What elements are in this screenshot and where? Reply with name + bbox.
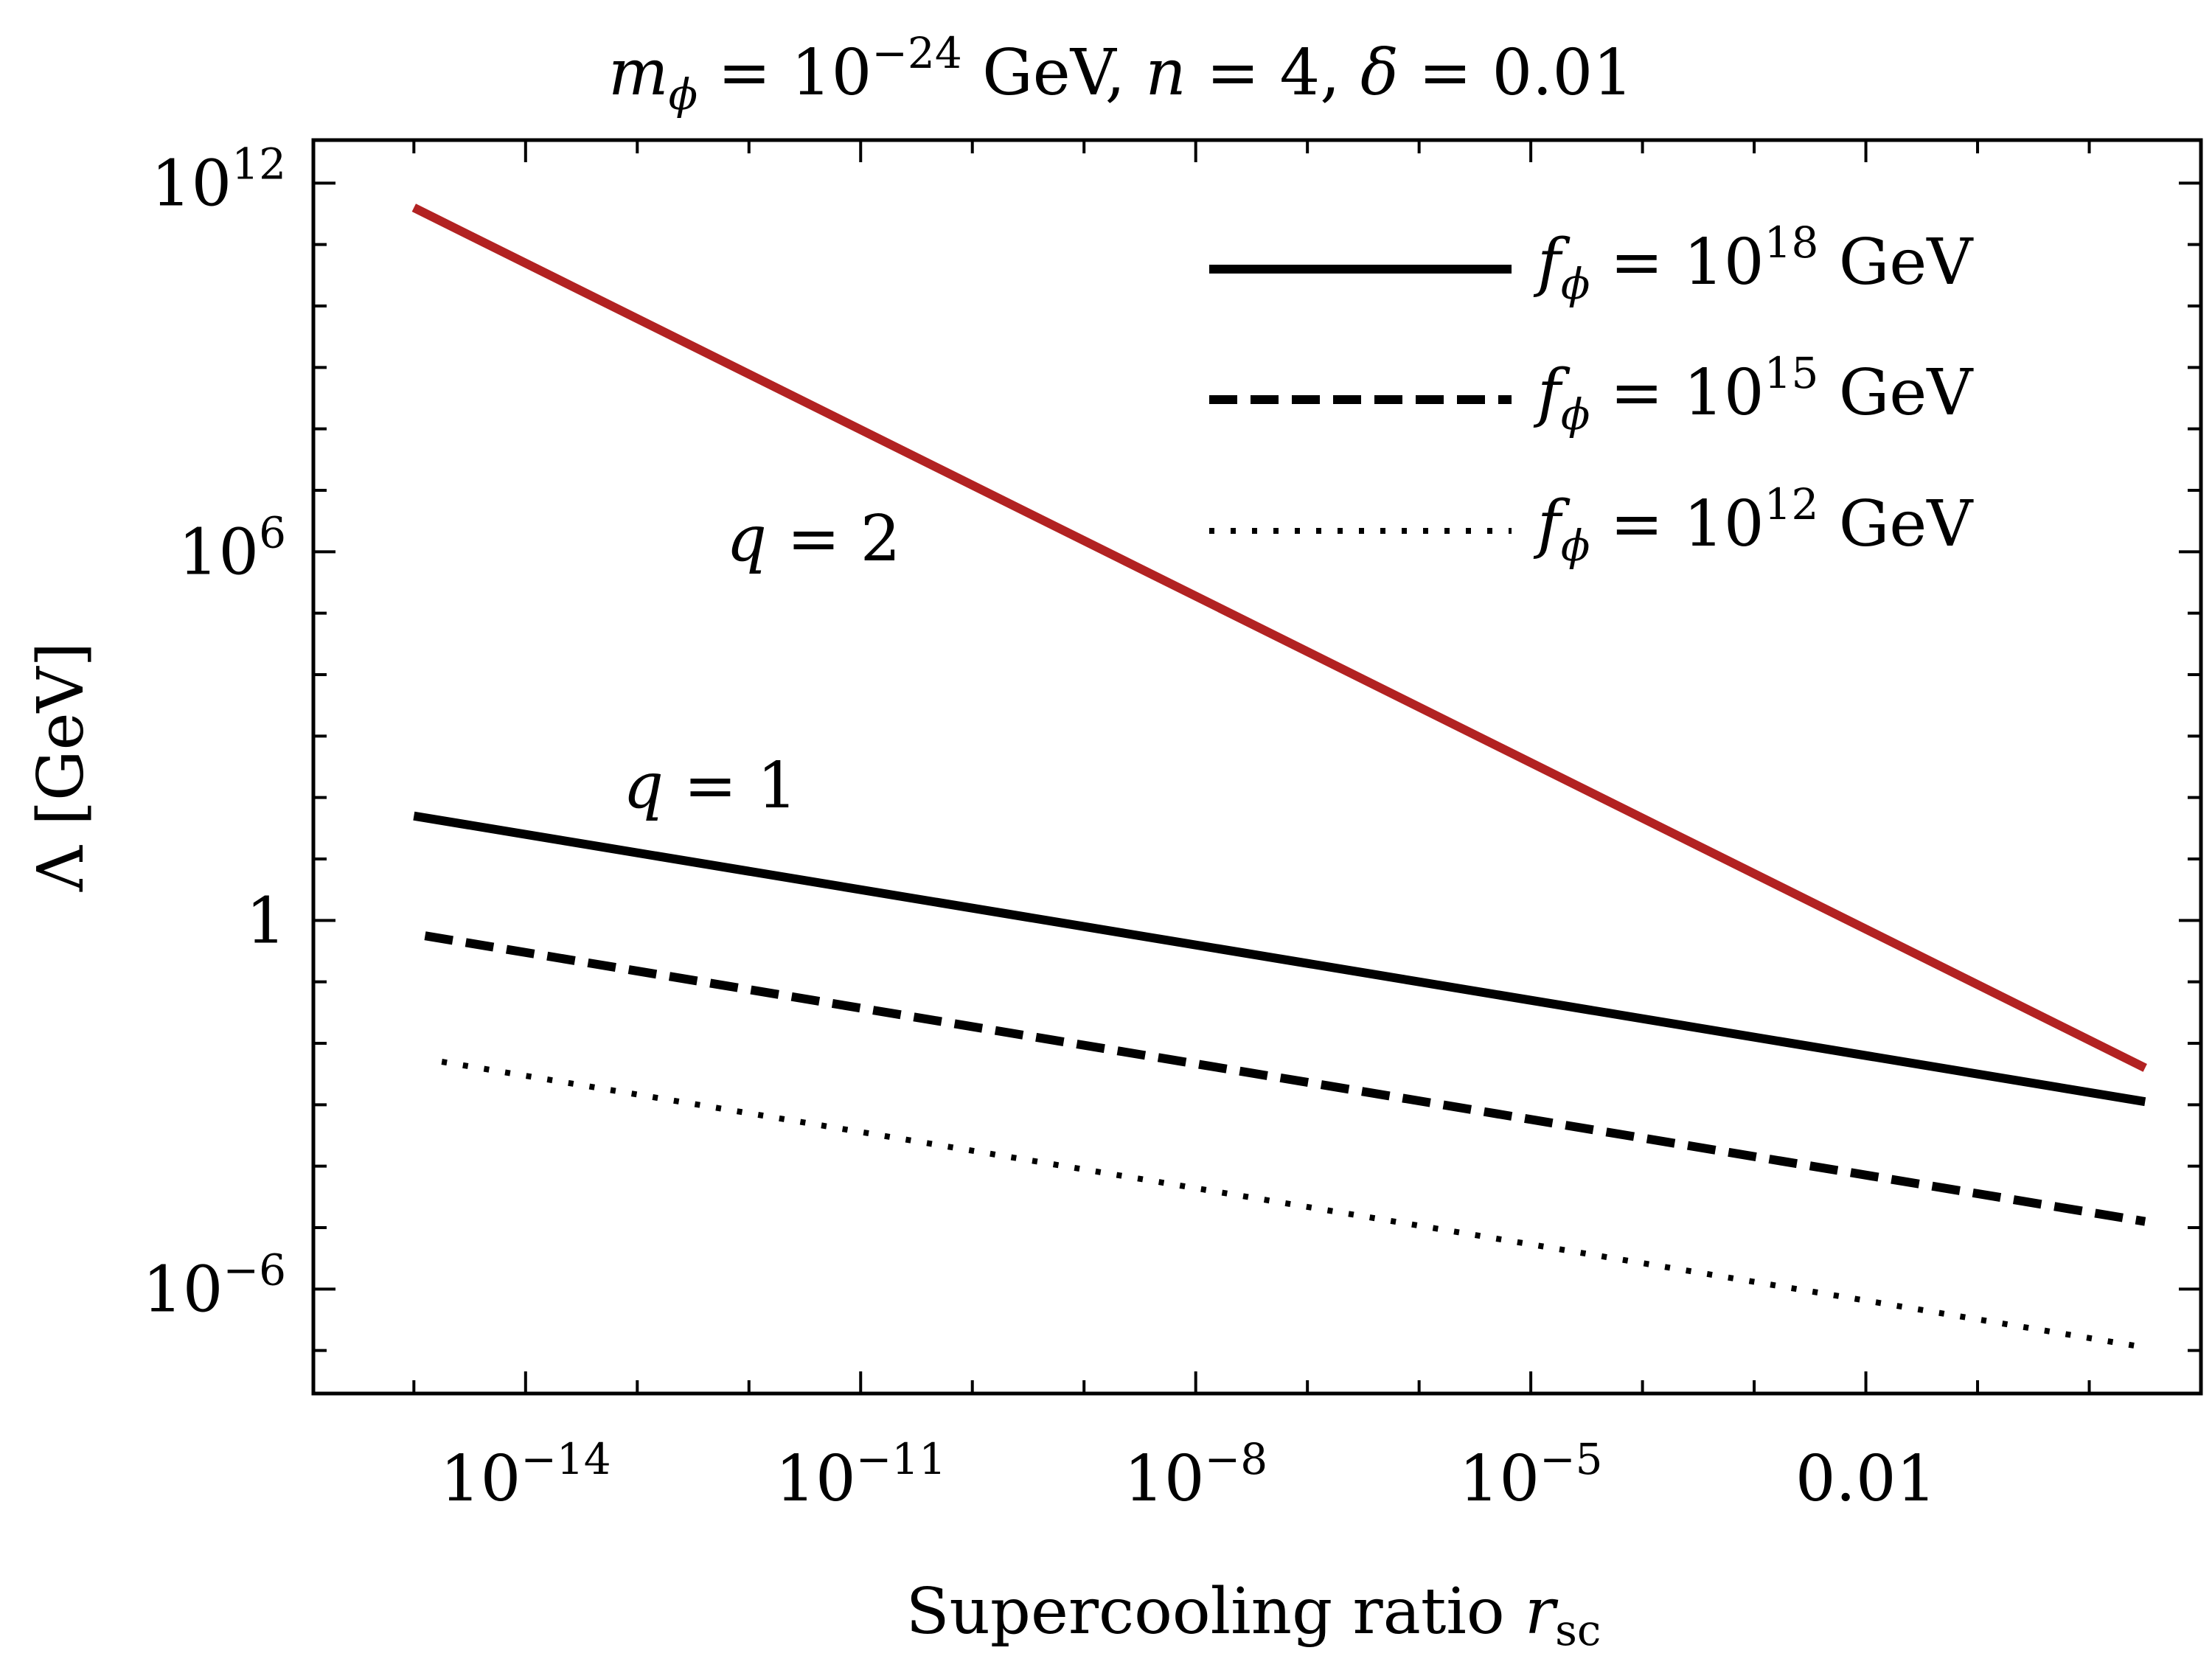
x-tick-label: 10−5 [1459,1434,1603,1516]
y-tick-label: 106 [178,507,286,589]
x-tick-label: 0.01 [1795,1442,1936,1516]
y-tick-label: 1 [246,884,286,958]
legend-label-2-unit: GeV [1818,356,1974,430]
y-tick-label: 1012 [151,139,286,220]
annotation-q2-eq: = 2 [767,502,900,576]
x-tick-label-exponent: −8 [1205,1434,1268,1484]
title-m-symbol: m [608,36,669,110]
series-line [413,811,2146,1107]
legend-label-1-eq: = 10 [1590,226,1764,299]
legend-label-3-subscript: ϕ [1561,521,1590,571]
x-tick-label-base: 10 [440,1442,521,1516]
x-tick-labels: 10−14 10−11 10−8 10−5 0.01 [440,1434,1936,1516]
x-tick-label-base: 10 [1124,1442,1204,1516]
series-line [411,203,2147,1072]
x-axis-label-text: Supercooling ratio [906,1575,1525,1649]
annotation-q2-symbol: q [726,502,767,576]
title-gev: GeV, [962,36,1146,110]
y-tick-label-base: 10 [142,1253,223,1326]
y-tick-label-exponent: 6 [259,507,286,557]
plot-frame [311,138,2203,1396]
y-axis-label: Λ [GeV] [24,642,98,892]
title-eq1: = 10 [698,36,872,110]
series-line [424,931,2146,1226]
legend-label-3-unit: GeV [1818,487,1974,561]
legend-label-3: fϕ = 1012 GeV [1533,479,1974,571]
legend-label-3-exponent: 12 [1764,479,1819,529]
x-axis-label: Supercooling ratio rsc [906,1575,1601,1655]
y-tick-label-exponent: 12 [232,139,286,189]
series-line [441,1059,2146,1351]
x-tick-label-exponent: −14 [521,1434,611,1484]
annotation-q1-symbol: q [623,749,664,823]
y-tick-label: 10−6 [142,1245,286,1326]
legend-label-2: fϕ = 1015 GeV [1533,348,1974,439]
y-tick-label-base: 10 [151,147,232,220]
annotation-q1: q = 1 [623,749,798,823]
chart-title: mϕ = 10−24 GeV, n = 4, δ = 0.01 [608,28,1633,119]
y-tick-label-base: 10 [178,515,259,589]
x-tick-label: 10−14 [440,1434,611,1516]
y-tick-label-base: 1 [246,884,286,958]
legend-label-3-eq: = 10 [1590,487,1764,561]
x-tick-label: 10−8 [1124,1434,1267,1516]
x-axis-label-var: r [1525,1575,1559,1649]
legend-label-1-exponent: 18 [1764,218,1819,268]
annotation-q2: q = 2 [726,502,901,576]
title-eq3: = 0.01 [1399,36,1633,110]
title-eq2: = 4, [1186,36,1360,110]
legend-label-1-unit: GeV [1818,226,1974,299]
x-tick-label-exponent: −11 [856,1434,946,1484]
title-delta-symbol: δ [1360,36,1399,110]
annotation-q1-eq: = 1 [664,749,797,823]
title-exponent: −24 [872,28,961,78]
legend-label-2-subscript: ϕ [1561,389,1590,439]
legend: fϕ = 1018 GeV fϕ = 1015 GeV fϕ = 1012 Ge… [1209,218,1974,571]
x-tick-label: 10−11 [775,1434,946,1516]
x-tick-label-base: 10 [775,1442,855,1516]
legend-label-2-exponent: 15 [1764,348,1819,398]
legend-label-2-eq: = 10 [1590,356,1764,430]
title-m-subscript: ϕ [669,69,698,119]
legend-label-1: fϕ = 1018 GeV [1533,218,1974,309]
data-series [411,203,2147,1351]
axis-ticks [313,140,2202,1394]
x-axis-label-sub: sc [1555,1605,1601,1655]
x-tick-label-exponent: −5 [1540,1434,1603,1484]
legend-label-1-subscript: ϕ [1561,259,1590,309]
x-tick-label-base: 0.01 [1795,1442,1936,1516]
title-n-symbol: n [1145,36,1186,110]
y-tick-label-exponent: −6 [223,1245,287,1295]
x-tick-label-base: 10 [1459,1442,1540,1516]
